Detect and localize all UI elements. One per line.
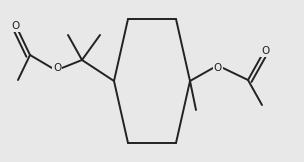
Text: O: O bbox=[261, 46, 269, 56]
Text: O: O bbox=[11, 21, 19, 31]
Text: O: O bbox=[53, 63, 61, 73]
Text: O: O bbox=[214, 63, 222, 73]
